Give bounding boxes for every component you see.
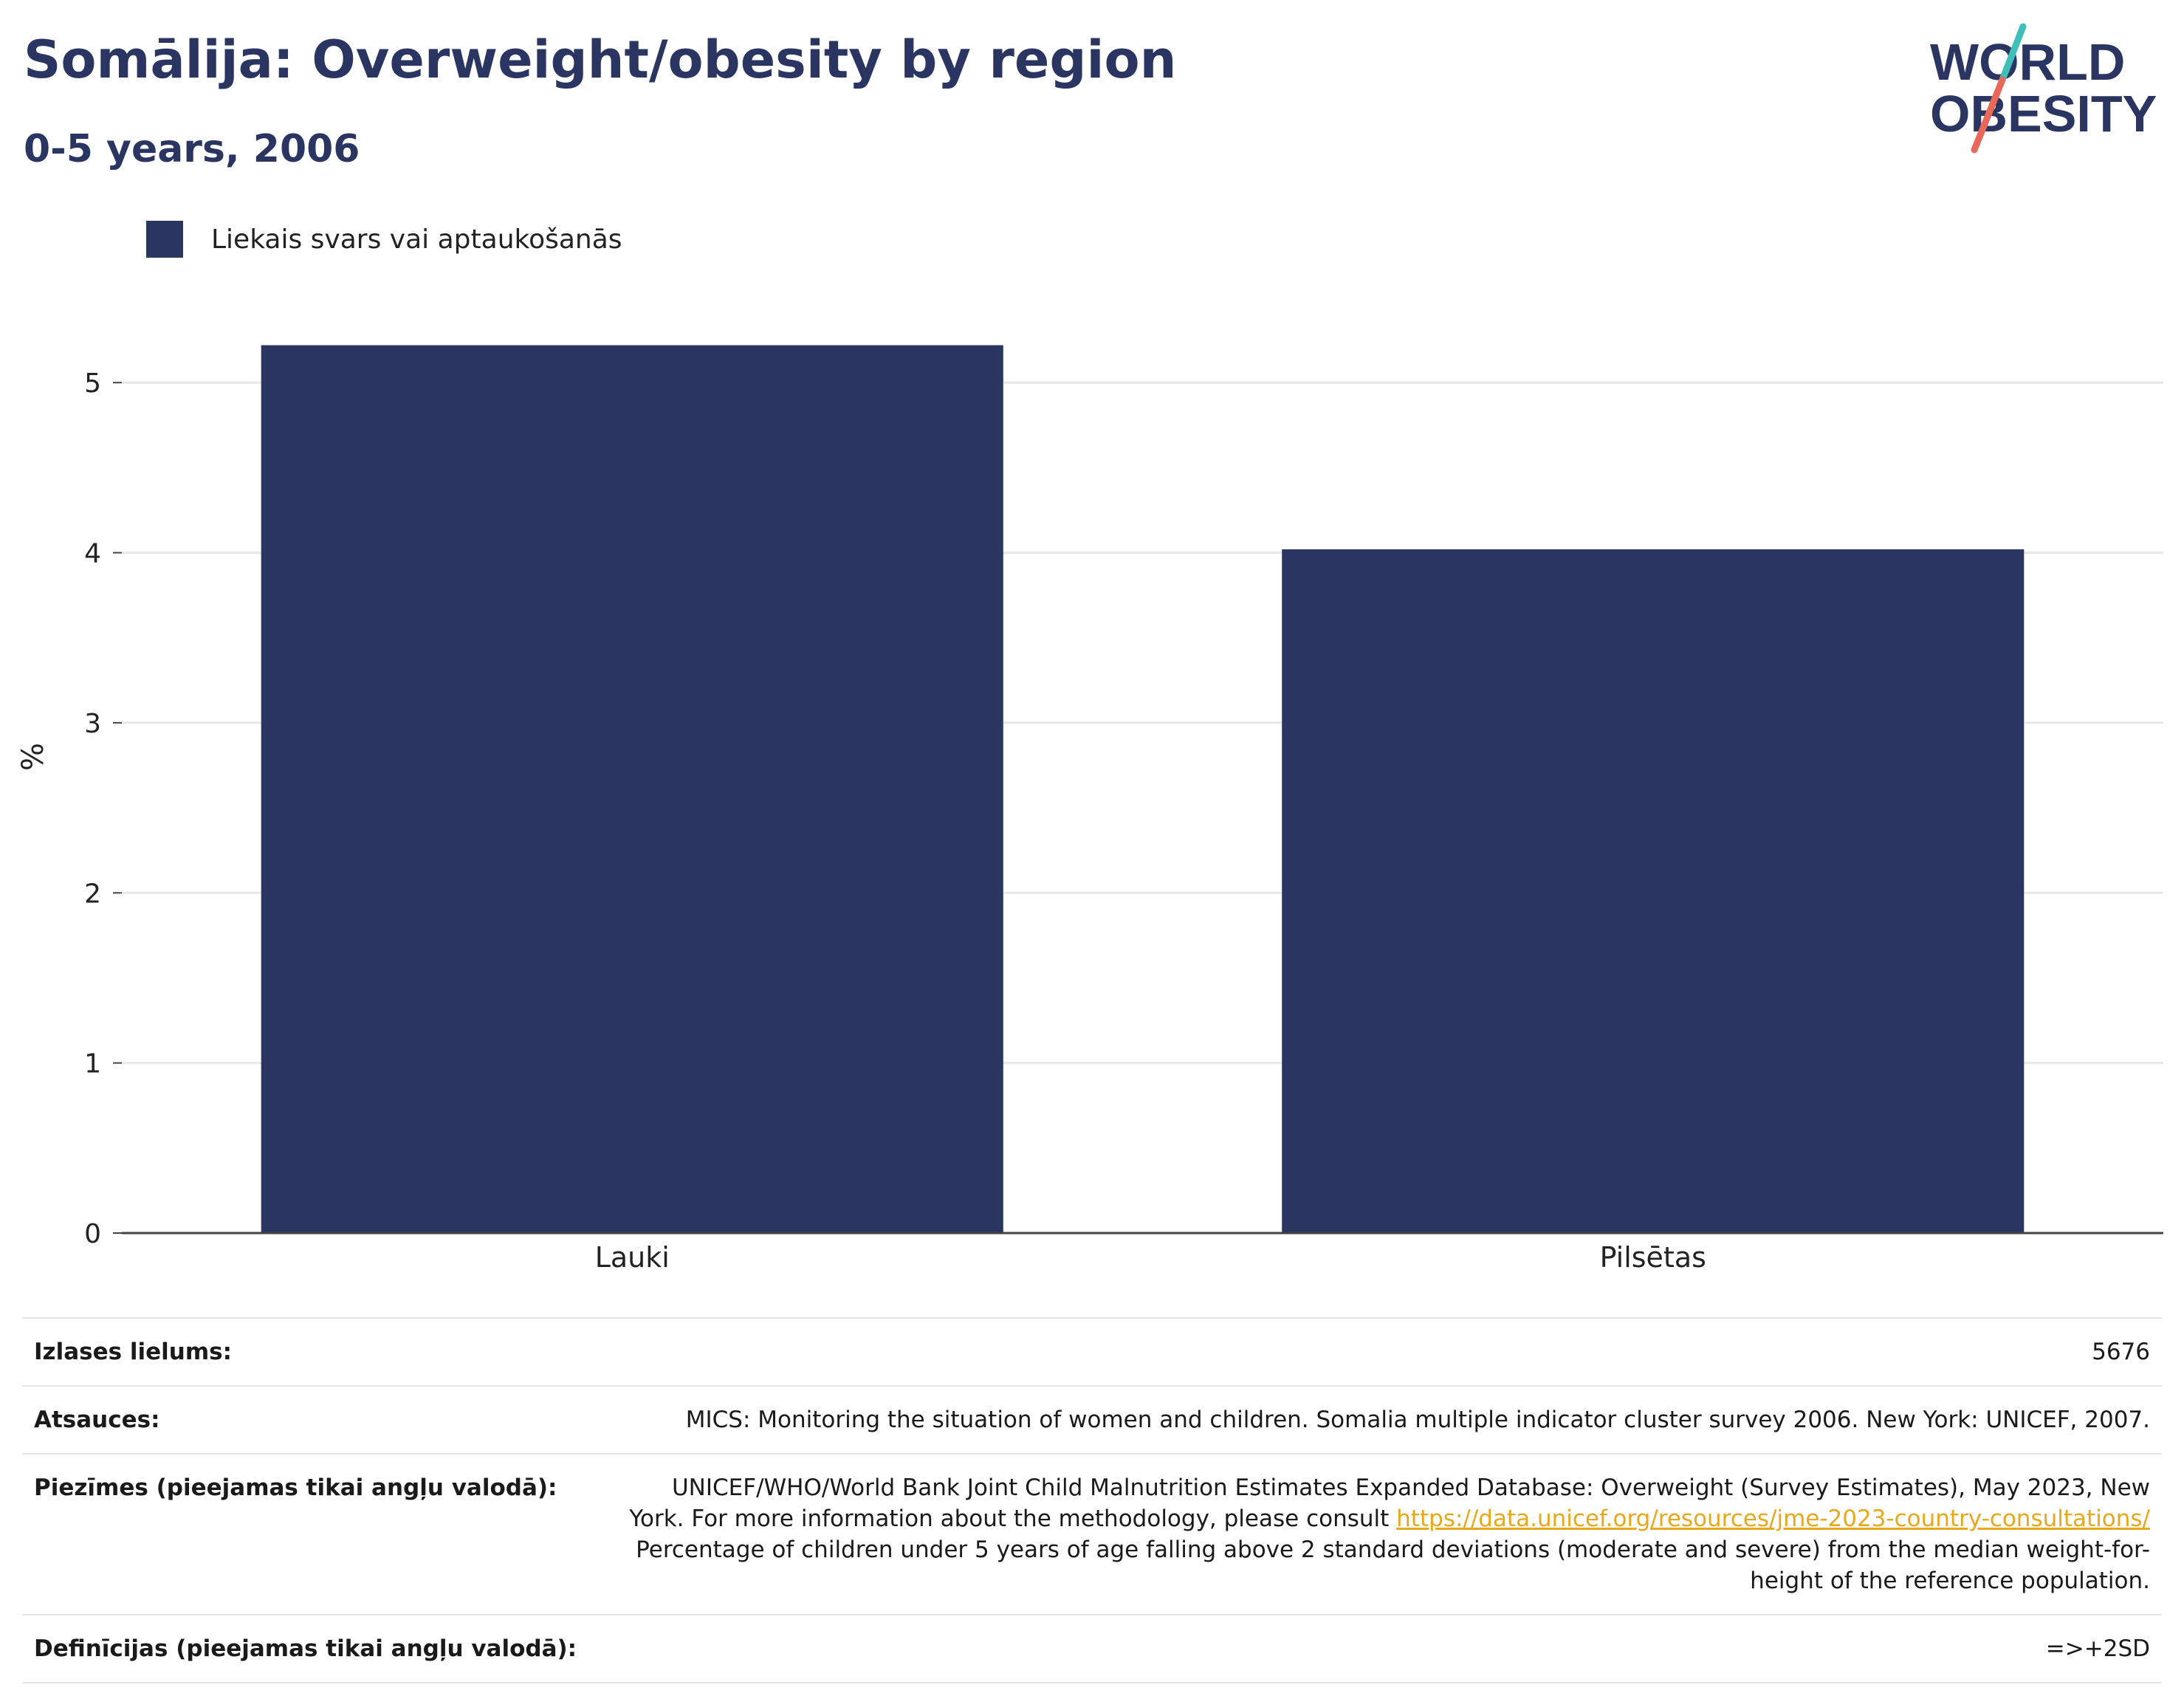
x-tick-label: Lauki bbox=[595, 1241, 670, 1274]
sample-size-value: 5676 bbox=[607, 1317, 2162, 1386]
y-tick-label: 5 bbox=[84, 368, 101, 399]
info-row-notes: Piezīmes (pieejamas tikai angļu valodā):… bbox=[22, 1453, 2162, 1615]
logo-slash-coral bbox=[1971, 76, 2006, 154]
bar-chart: 0 1 2 3 4 5 Lauki Pilsētas% bbox=[16, 345, 2163, 1274]
references-value: MICS: Monitoring the situation of women … bbox=[607, 1385, 2162, 1454]
logo-word-world: WORLD bbox=[1930, 33, 2125, 91]
logo-word-obesity: OBESITY bbox=[1930, 85, 2157, 143]
info-row-definitions: Definīcijas (pieejamas tikai angļu valod… bbox=[22, 1614, 2162, 1683]
chart-title: Somālija: Overweight/obesity by region bbox=[24, 30, 1177, 90]
y-tick-label: 0 bbox=[84, 1219, 101, 1249]
bar bbox=[261, 345, 1003, 1234]
y-axis-label: % bbox=[16, 743, 50, 771]
info-table: Izlases lielums: 5676 Atsauces: MICS: Mo… bbox=[22, 1317, 2162, 1683]
chart-subtitle: 0-5 years, 2006 bbox=[24, 127, 360, 171]
notes-definition-text: Percentage of children under 5 years of … bbox=[636, 1537, 2150, 1594]
notes-link[interactable]: https://data.unicef.org/resources/jme-20… bbox=[1396, 1506, 2150, 1532]
bar bbox=[1282, 549, 2025, 1233]
y-tick-label: 2 bbox=[84, 879, 101, 909]
definitions-label: Definīcijas (pieejamas tikai angļu valod… bbox=[22, 1614, 607, 1683]
info-row-sample: Izlases lielums: 5676 bbox=[22, 1317, 2162, 1386]
info-row-references: Atsauces: MICS: Monitoring the situation… bbox=[22, 1385, 2162, 1454]
notes-value: UNICEF/WHO/World Bank Joint Child Malnut… bbox=[607, 1453, 2162, 1615]
definitions-value: =>+2SD bbox=[607, 1614, 2162, 1683]
world-obesity-logo: WORLD OBESITY bbox=[1930, 23, 2157, 154]
logo-slash-teal bbox=[1999, 23, 2027, 83]
y-tick-label: 1 bbox=[84, 1049, 101, 1079]
legend-swatch bbox=[146, 221, 183, 258]
chart-legend: Liekais svars vai aptaukošanās bbox=[146, 219, 622, 260]
references-label: Atsauces: bbox=[22, 1385, 607, 1454]
y-tick-label: 3 bbox=[84, 709, 101, 739]
legend-label: Liekais svars vai aptaukošanās bbox=[211, 224, 622, 255]
sample-size-label: Izlases lielums: bbox=[22, 1317, 607, 1386]
y-tick-label: 4 bbox=[84, 539, 101, 569]
notes-text: UNICEF/WHO/World Bank Joint Child Malnut… bbox=[629, 1474, 2150, 1532]
notes-label: Piezīmes (pieejamas tikai angļu valodā): bbox=[22, 1453, 607, 1615]
x-tick-label: Pilsētas bbox=[1600, 1241, 1706, 1274]
